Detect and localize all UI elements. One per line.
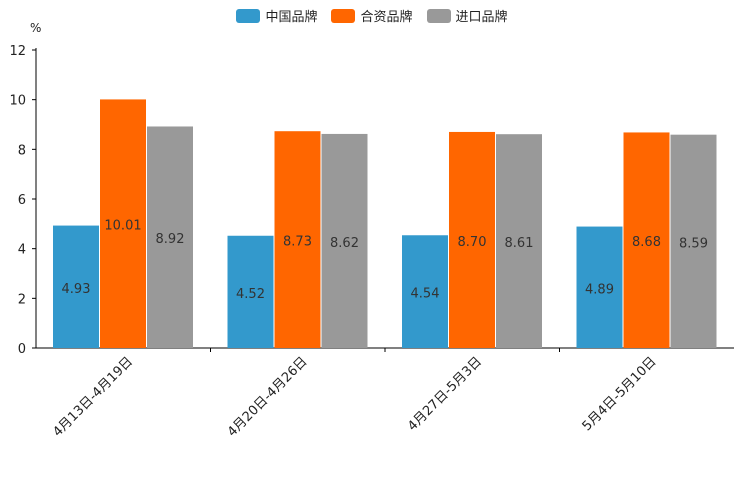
bar-label-joint: 8.68 xyxy=(632,235,661,250)
y-tick-label: 6 xyxy=(18,193,26,208)
legend-item-import[interactable]: 进口品牌 xyxy=(426,6,508,25)
x-tick-label: 4月27日-5月3日 xyxy=(405,354,485,434)
bar-china xyxy=(53,225,99,348)
y-tick-label: 12 xyxy=(9,44,26,59)
legend-swatch-import xyxy=(426,8,451,23)
x-tick-label: 5月4日-5月10日 xyxy=(580,354,660,434)
bar-china xyxy=(227,235,274,348)
bar-label-import: 8.92 xyxy=(156,232,185,247)
y-tick-label: 4 xyxy=(18,243,26,258)
bar-joint xyxy=(623,132,670,348)
bar-joint xyxy=(274,131,321,348)
bar-label-joint: 8.73 xyxy=(283,235,312,250)
bar-import xyxy=(496,134,542,348)
legend-label-import: 进口品牌 xyxy=(455,10,508,25)
bar-label-china: 4.93 xyxy=(62,282,91,297)
y-tick-label: 0 xyxy=(18,342,26,357)
bar-import xyxy=(321,133,368,348)
bar-joint xyxy=(100,99,146,348)
legend-swatch-joint xyxy=(331,8,356,23)
bar-label-import: 8.62 xyxy=(330,236,359,251)
bar-import xyxy=(147,126,193,348)
bar-joint xyxy=(449,131,495,348)
legend-item-joint[interactable]: 合资品牌 xyxy=(331,6,413,25)
bar-label-china: 4.54 xyxy=(411,287,440,302)
y-tick-label: 2 xyxy=(18,292,26,307)
bar-label-joint: 8.70 xyxy=(458,235,487,250)
legend-label-joint: 合资品牌 xyxy=(360,10,413,25)
legend-swatch-china xyxy=(236,8,261,23)
y-axis-unit: % xyxy=(30,21,42,35)
legend-label-china: 中国品牌 xyxy=(265,10,318,25)
x-tick-label: 4月20日-4月26日 xyxy=(225,354,311,440)
y-tick-label: 10 xyxy=(9,94,26,109)
bar-label-import: 8.59 xyxy=(679,236,708,251)
y-tick-label: 8 xyxy=(18,143,26,158)
bar-label-china: 4.52 xyxy=(236,287,265,302)
bar-label-import: 8.61 xyxy=(505,236,534,251)
bar-label-china: 4.89 xyxy=(585,282,614,297)
bar-label-joint: 10.01 xyxy=(104,219,141,234)
x-tick-label: 4月13日-4月19日 xyxy=(50,354,136,440)
bar-china xyxy=(576,226,623,348)
legend-item-china[interactable]: 中国品牌 xyxy=(236,6,317,25)
bar-import xyxy=(670,134,717,348)
legend: 中国品牌 合资品牌 进口品牌 xyxy=(0,6,744,25)
bar-china xyxy=(402,235,448,348)
